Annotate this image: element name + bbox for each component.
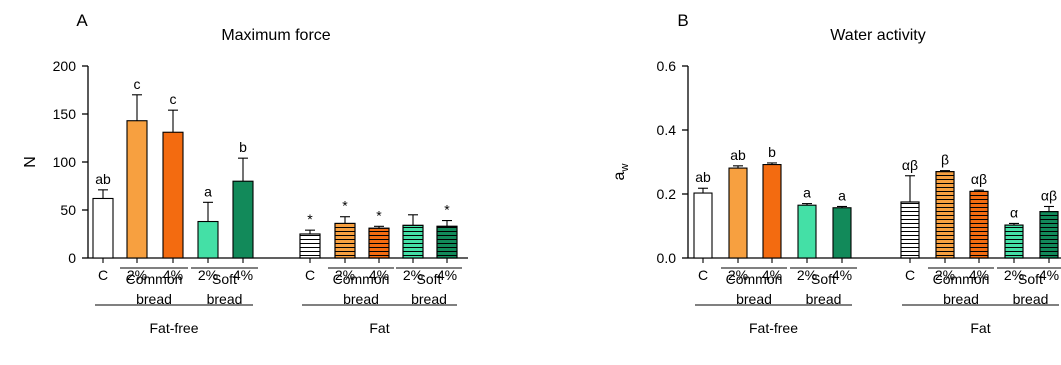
soft-bread-label: Soft bread: [207, 271, 243, 307]
y-axis-label-text: N: [22, 156, 39, 168]
x-tick-label: 2%: [127, 267, 147, 283]
bar-fat-3-hatch: [402, 224, 424, 259]
bar-fat-free-4: [832, 207, 852, 259]
x-tick-label: 4%: [233, 267, 253, 283]
x-tick-label: 2%: [728, 267, 748, 283]
significance-label: b: [768, 144, 776, 160]
bar-fat-free-4: [232, 180, 254, 259]
bar-fat-0-hatch: [900, 201, 920, 259]
fat-label: Fat: [970, 320, 990, 336]
x-tick-label: C: [698, 267, 708, 283]
significance-label: αβ: [902, 157, 918, 173]
significance-label: ab: [695, 169, 711, 185]
y-tick-label: 0.6: [657, 58, 677, 74]
bar-fat-1-hatch: [935, 171, 955, 259]
significance-label: ab: [730, 147, 746, 163]
significance-label: *: [376, 207, 382, 223]
soft-bread-label: Soft bread: [806, 271, 842, 307]
significance-label: a: [204, 183, 212, 199]
panel-letter: A: [76, 11, 88, 30]
x-tick-label: C: [305, 267, 315, 283]
y-tick-label: 200: [53, 58, 77, 74]
x-tick-label: 4%: [969, 267, 989, 283]
bar-fat-0-hatch: [299, 233, 321, 259]
bar-fat-free-2: [162, 131, 184, 259]
panel-a-maximum-force: A Maximum force N 0 50 100 150 200 ab Cc 2% c 4% a 2% b…: [22, 11, 468, 336]
x-tick-label: C: [905, 267, 915, 283]
significance-label: *: [307, 211, 313, 227]
soft-bread-label: Soft bread: [1013, 271, 1049, 307]
y-axis-label: aw: [611, 164, 631, 181]
y-tick-label: 50: [60, 202, 76, 218]
common-bread-label: Common bread: [726, 271, 783, 307]
bar-fat-free-0: [92, 197, 114, 259]
common-bread-label: Common bread: [333, 271, 390, 307]
x-tick-label: 2%: [1004, 267, 1024, 283]
significance-label: α: [1010, 204, 1018, 220]
significance-label: β: [941, 152, 949, 168]
significance-label: *: [444, 202, 450, 218]
x-tick-label: 2%: [935, 267, 955, 283]
bar-fat-3-hatch: [1004, 224, 1024, 259]
significance-label: αβ: [1041, 187, 1057, 203]
fat-label: Fat: [369, 320, 389, 336]
significance-label: c: [134, 76, 141, 92]
y-tick-label: 150: [53, 106, 77, 122]
y-axis-label-text: a: [611, 171, 628, 180]
chart-title: Water activity: [830, 27, 925, 44]
common-bread-label: Common bread: [933, 271, 990, 307]
y-axis-label-subscript: w: [619, 164, 631, 173]
bar-fat-4-hatch: [1039, 211, 1059, 259]
x-tick-label: 2%: [403, 267, 423, 283]
bar-fat-free-1: [728, 167, 748, 259]
x-tick-label: 4%: [1039, 267, 1059, 283]
y-tick-label: 0.0: [657, 250, 677, 266]
y-tick-label: 0.2: [657, 186, 677, 202]
y-tick-label: 100: [53, 154, 77, 170]
significance-label: b: [239, 139, 247, 155]
x-tick-label: 4%: [437, 267, 457, 283]
x-tick-label: 4%: [832, 267, 852, 283]
x-tick-label: C: [98, 267, 108, 283]
bar-fat-free-2: [762, 164, 782, 259]
panel-letter: B: [677, 11, 688, 30]
bar-fat-free-0: [693, 192, 713, 259]
significance-label: a: [803, 185, 811, 201]
common-bread-label: Common bread: [126, 271, 183, 307]
x-tick-label: 2%: [797, 267, 817, 283]
bar-fat-2-hatch: [969, 190, 989, 259]
bar-fat-4-hatch: [436, 225, 458, 259]
significance-label: *: [342, 198, 348, 214]
significance-label: a: [838, 187, 846, 203]
x-tick-label: 4%: [163, 267, 183, 283]
significance-label: αβ: [971, 171, 987, 187]
fat-free-label: Fat-free: [749, 320, 798, 336]
bar-fat-free-3: [797, 204, 817, 259]
soft-bread-label: Soft bread: [411, 271, 447, 307]
bar-fat-free-3: [197, 220, 219, 259]
x-tick-label: 2%: [335, 267, 355, 283]
y-tick-label: 0.4: [657, 122, 677, 138]
x-tick-label: 4%: [369, 267, 389, 283]
fat-free-label: Fat-free: [149, 320, 198, 336]
bar-fat-1-hatch: [334, 222, 356, 259]
significance-label: ab: [95, 171, 111, 187]
chart-title: Maximum force: [221, 27, 330, 44]
significance-label: c: [170, 91, 177, 107]
bar-fat-free-1: [126, 120, 148, 259]
y-axis-label: N: [22, 156, 39, 168]
x-tick-label: 4%: [762, 267, 782, 283]
y-tick-label: 0: [68, 250, 76, 266]
x-tick-label: 2%: [198, 267, 218, 283]
bar-fat-2-hatch: [368, 227, 390, 259]
